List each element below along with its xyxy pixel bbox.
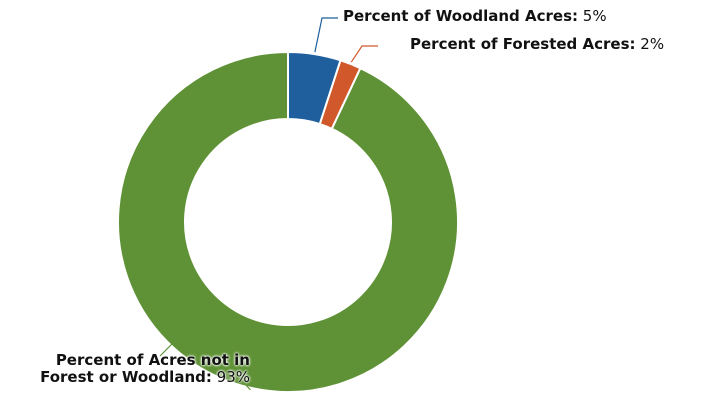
label-other-name-line1: Percent of Acres not in — [55, 351, 250, 369]
label-forested-value: 2% — [640, 35, 665, 53]
label-other-name-line2: Forest or Woodland — [40, 368, 206, 386]
label-other-value: 93% — [216, 368, 250, 386]
label-other: Percent of Acres not in Forest or Woodla… — [40, 351, 250, 386]
label-forested-name: Percent of Forested Acres — [410, 35, 630, 53]
leader-other — [159, 325, 251, 391]
label-woodland: Percent of Woodland Acres: 5% — [343, 7, 607, 25]
label-woodland-name: Percent of Woodland Acres — [343, 7, 573, 25]
leader-woodland — [314, 17, 338, 53]
leader-forested — [350, 45, 378, 63]
label-forested: Percent of Forested Acres: 2% — [410, 35, 665, 53]
label-woodland-value: 5% — [582, 7, 607, 25]
slice-other — [117, 50, 459, 393]
